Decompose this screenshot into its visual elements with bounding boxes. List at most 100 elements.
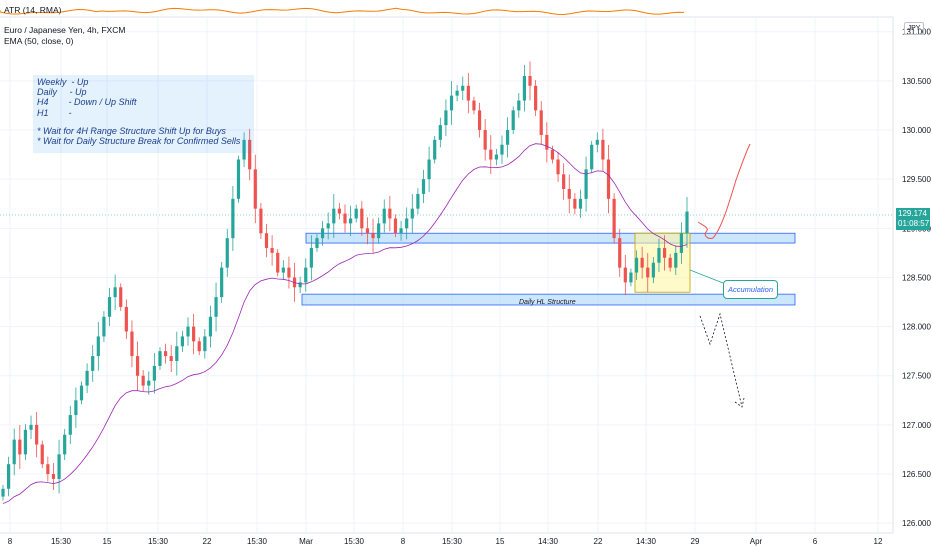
candle-body: [298, 282, 302, 288]
candle-body: [618, 238, 622, 268]
daily-hl-structure-zone[interactable]: [301, 293, 796, 306]
time-tick-label: 15:30: [148, 537, 169, 546]
note-h4: H4 - Down / Up Shift: [37, 97, 137, 108]
candle-body: [91, 356, 95, 371]
symbol-title[interactable]: Euro / Japanese Yen, 4h, FXCM: [4, 25, 126, 35]
candle-body: [505, 130, 510, 145]
candle-body: [248, 139, 252, 170]
candle-body: [29, 424, 33, 430]
candle-body: [208, 316, 213, 337]
candle-body: [130, 331, 134, 357]
candle-body: [461, 85, 465, 91]
candle-body: [309, 247, 313, 268]
candle-body: [657, 247, 661, 263]
candle-body: [349, 218, 353, 224]
candle-body: [438, 125, 442, 140]
candle-body: [231, 198, 235, 239]
candle-body: [74, 400, 78, 416]
candle-body: [354, 208, 358, 219]
note-spacer: [37, 118, 250, 126]
candle-body: [320, 228, 325, 239]
candle-body: [163, 351, 168, 357]
currency-badge[interactable]: JPY: [904, 22, 924, 35]
candle-body: [276, 252, 280, 273]
candle-body: [242, 139, 246, 160]
candle-body: [57, 454, 61, 479]
bullish-projection-path: [697, 143, 751, 239]
candle-body: [186, 326, 190, 337]
candle-body: [169, 356, 173, 361]
candle-body: [197, 341, 201, 352]
candle-body: [18, 439, 22, 455]
candle-body: [141, 375, 145, 386]
candle-body: [287, 267, 291, 278]
candle-body: [466, 85, 470, 101]
candle-body: [455, 90, 459, 96]
accumulation-callout[interactable]: Accumulation: [723, 280, 778, 299]
candle-body: [135, 356, 140, 376]
candle-body: [410, 208, 414, 219]
ema-indicator-label[interactable]: EMA (50, close, 0): [4, 36, 74, 46]
candle-body: [449, 95, 454, 111]
price-tick-label: 130.500: [902, 77, 931, 86]
candle-body: [360, 208, 364, 229]
price-tick-label: 126.500: [902, 470, 931, 479]
candle-body: [119, 287, 123, 307]
candle-body: [421, 179, 426, 194]
candle-body: [433, 139, 437, 160]
candle-body: [175, 346, 179, 361]
candle-body: [12, 439, 16, 465]
time-axis-labels: 8 15:30 15 15:30 22 15:30 Mar 15:30 8 15:30 15 14:3…: [8, 537, 883, 546]
candle-body: [315, 238, 319, 248]
candle-body: [147, 380, 151, 386]
candle-body: [573, 198, 577, 209]
candle-body: [640, 257, 644, 268]
candle-body: [388, 208, 392, 219]
candle-body: [623, 267, 627, 283]
time-tick-label: 14:30: [538, 537, 559, 546]
note-h1: H1 -: [37, 107, 72, 118]
candle-body: [253, 169, 257, 209]
candle-body: [539, 110, 543, 135]
candle-body: [180, 336, 185, 347]
candle-body: [225, 238, 229, 268]
candle-body: [511, 110, 515, 131]
candle-body: [578, 198, 583, 209]
note-buys: * Wait for 4H Range Structure Shift Up f…: [37, 125, 226, 136]
candle-body: [477, 110, 482, 131]
price-tick-label: 128.500: [902, 273, 931, 282]
atr-line: [0, 7, 685, 16]
candle-body: [679, 233, 683, 253]
candle-body: [629, 272, 633, 283]
note-daily: Daily - Up: [37, 87, 87, 98]
candle-body: [606, 159, 611, 199]
callout-connector: [689, 269, 724, 284]
atr-indicator-label[interactable]: ATR (14, RMA): [4, 5, 62, 15]
candle-body: [270, 247, 274, 253]
bar-countdown: 01:08:57: [898, 219, 930, 228]
ema-line: [2, 143, 688, 504]
candle-body: [332, 208, 336, 224]
candle-body: [79, 385, 84, 401]
candle-body: [494, 154, 498, 160]
candle-body: [472, 100, 476, 111]
time-tick-label: 22: [594, 537, 603, 546]
candle-body: [102, 316, 106, 337]
analysis-notes-box[interactable]: Weekly - Up Daily - Up H4 - Down / Up Sh…: [33, 75, 254, 153]
candle-body: [651, 262, 655, 278]
candle-body: [343, 213, 347, 224]
candle-body: [203, 336, 207, 352]
candle-body: [259, 208, 263, 234]
resistance-support-zone[interactable]: [305, 232, 796, 244]
daily-hl-structure-label: Daily HL Structure: [519, 299, 576, 306]
price-tick-label: 127.000: [902, 421, 931, 430]
candle-body: [534, 85, 538, 111]
time-tick-label: Apr: [750, 537, 763, 546]
candle-body: [399, 228, 403, 234]
candle-body: [674, 252, 678, 268]
time-tick-label: 15:30: [247, 537, 268, 546]
candle-body: [567, 189, 571, 199]
candle-body: [1, 488, 5, 497]
price-tick-label: 126.000: [902, 519, 931, 528]
